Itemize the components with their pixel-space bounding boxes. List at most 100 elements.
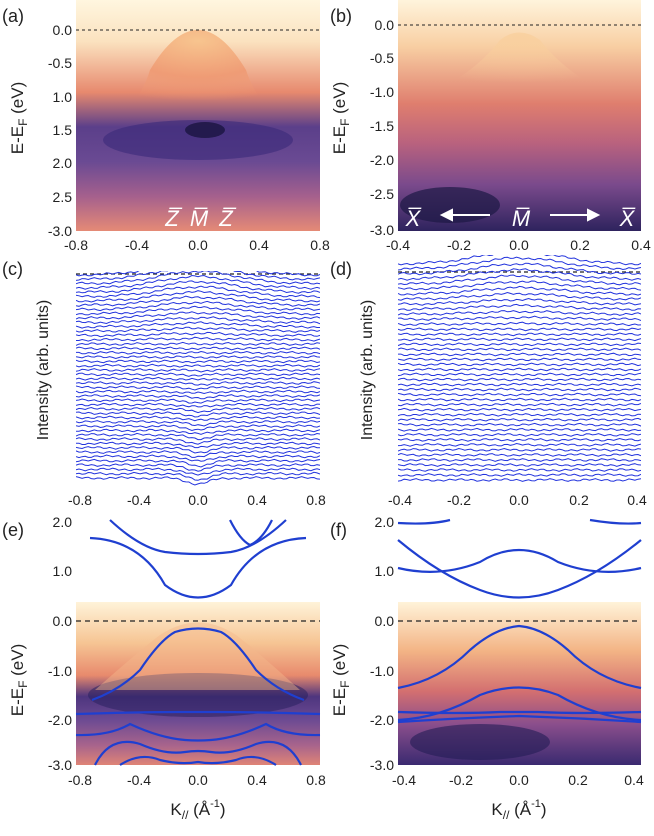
edc-curve <box>76 321 320 329</box>
edc-curve <box>398 447 641 452</box>
panel-c-label: (c) <box>2 259 23 279</box>
ytick: 2.0 <box>53 514 73 530</box>
arrow-right-head <box>587 208 601 222</box>
panel-e-bands <box>75 519 321 766</box>
edc-curve <box>398 321 641 327</box>
panel-b: (b) 0.0 -0.5 -1.0 -1.5 -2.0 -2.5 -3.0 E-… <box>330 0 651 253</box>
edc-curve <box>76 389 320 395</box>
band-valence-5 <box>119 755 277 766</box>
edc-curve <box>76 271 320 281</box>
edc-curve <box>398 285 641 296</box>
edc-curve <box>76 271 320 277</box>
edc-curve <box>398 367 641 372</box>
panel-f-bands <box>397 518 642 724</box>
ytick: -3.0 <box>48 223 72 239</box>
edc-curve <box>76 376 320 381</box>
edc-curve <box>76 476 320 486</box>
point-label: M̅ <box>512 206 531 231</box>
ytick: -3.0 <box>370 757 394 773</box>
edc-curve <box>398 478 641 482</box>
edc-curve <box>76 471 320 481</box>
band-conduction-1 <box>89 536 307 599</box>
panel-d: (d) Intensity (arb. units) -0.4 -0.2 0.0… <box>330 255 647 508</box>
edc-curve <box>76 274 320 290</box>
edc-curve <box>76 363 320 368</box>
ytick: -1.0 <box>48 663 72 679</box>
xtick: 0.2 <box>568 772 588 788</box>
panel-c-ylabel: Intensity (arb. units) <box>35 300 52 441</box>
panel-e-label: (e) <box>2 520 24 540</box>
point-label: X̅ <box>405 206 422 231</box>
edc-curve <box>76 359 320 364</box>
panel-f-yticks: 2.0 1.0 0.0 -1.0 -2.0 -3.0 <box>370 514 394 773</box>
panel-b-arrows <box>439 208 601 222</box>
edc-curve <box>76 385 320 391</box>
edc-curve <box>398 297 641 306</box>
panel-b-xticks: -0.4 -0.2 0.0 0.2 0.4 <box>386 237 651 253</box>
panel-f: (f) 2.0 1.0 0.0 -1.0 -2.0 -3.0 E-EF (eV)… <box>330 514 644 822</box>
xtick: -0.4 <box>386 237 410 253</box>
panel-c-edc-curves <box>76 271 320 486</box>
edc-curve <box>398 291 641 301</box>
edc-curve <box>76 424 320 432</box>
band-conduction-3 <box>397 518 642 525</box>
ytick: 0.0 <box>375 613 395 629</box>
edc-curve <box>398 347 641 352</box>
edc-curve <box>76 467 320 476</box>
band-valence-3 <box>397 710 642 715</box>
edc-curve <box>76 402 320 408</box>
edc-curve <box>398 468 641 472</box>
panel-d-edc-curves <box>398 255 641 482</box>
edc-curve <box>76 336 320 342</box>
xtick: 0.0 <box>509 237 529 253</box>
ytick: 2.5 <box>53 189 73 205</box>
ytick: -1.0 <box>370 84 394 100</box>
panel-a-dark-spot <box>185 122 225 138</box>
edc-curve <box>398 412 641 417</box>
panel-e-xlabel: K// (Å-1) <box>170 798 225 822</box>
panel-b-label: (b) <box>330 6 352 26</box>
edc-curve <box>76 445 320 454</box>
panel-c-xticks: -0.8 -0.4 0.0 0.4 0.8 <box>68 492 326 508</box>
edc-curve <box>398 458 641 462</box>
ytick: -1.5 <box>370 118 394 134</box>
xtick: 0.0 <box>188 772 208 788</box>
edc-curve <box>398 256 641 271</box>
edc-curve <box>76 458 320 468</box>
panel-a-band-dome <box>76 30 320 140</box>
xtick: 0.4 <box>624 772 644 788</box>
panel-a-dark-region <box>103 120 293 160</box>
point-label: M̅ <box>190 206 209 231</box>
edc-curve <box>76 437 320 445</box>
edc-curve <box>398 262 641 276</box>
panel-f-ylabel: E-EF (eV) <box>330 644 352 717</box>
edc-curve <box>76 368 320 373</box>
edc-curve <box>76 290 320 303</box>
point-label: Z̅ <box>164 206 183 231</box>
edc-curve <box>398 422 641 427</box>
panel-c: (c) Intensity (arb. units) -0.8 -0.4 0.0… <box>2 255 326 508</box>
xtick: 0.4 <box>247 772 267 788</box>
edc-curve <box>398 372 641 377</box>
panel-e-yticks: 2.0 1.0 0.0 -1.0 -2.0 -3.0 <box>48 514 72 773</box>
edc-curve <box>398 397 641 402</box>
edc-curve <box>398 387 641 392</box>
xtick: -0.4 <box>127 772 151 788</box>
edc-curve <box>76 350 320 355</box>
edc-curve <box>76 305 320 316</box>
panel-e-ylabel: E-EF (eV) <box>8 644 30 717</box>
edc-curve <box>76 441 320 449</box>
panel-f-label: (f) <box>330 520 347 540</box>
ytick: -2.5 <box>370 186 394 202</box>
edc-curve <box>398 255 641 266</box>
edc-curve <box>398 417 641 422</box>
edc-curve <box>398 427 641 432</box>
panel-a-ylabel: E-EF (eV) <box>8 82 30 155</box>
panel-f-dark-region <box>410 724 550 760</box>
panel-d-ylabel: Intensity (arb. units) <box>359 300 376 441</box>
ytick: 1.5 <box>53 122 73 138</box>
edc-curve <box>76 450 320 458</box>
xtick: 0.4 <box>631 237 651 253</box>
panel-b-ylabel: E-EF (eV) <box>330 82 352 155</box>
ytick: -0.5 <box>370 50 394 66</box>
